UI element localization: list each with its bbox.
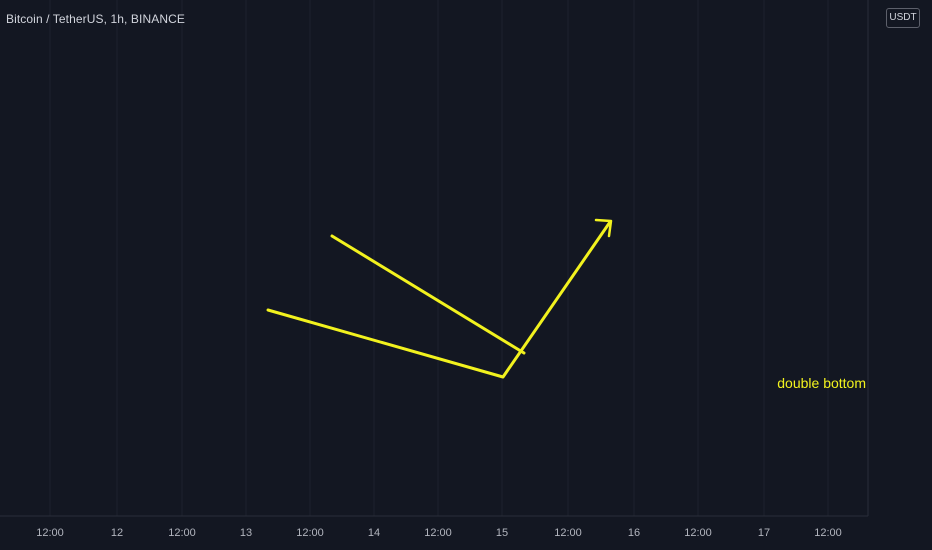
double-bottom-annotation[interactable]: double bottom xyxy=(777,375,866,391)
arrow-head-icon xyxy=(594,218,613,238)
x-tick-label: 12:00 xyxy=(296,527,324,539)
wedge-upper-line[interactable] xyxy=(330,234,526,355)
x-tick-label: 13 xyxy=(240,527,252,539)
wedge-lower-and-arrow-line[interactable] xyxy=(266,220,612,379)
x-tick-label: 12:00 xyxy=(424,527,452,539)
x-tick-label: 15 xyxy=(496,527,508,539)
currency-button[interactable]: USDT xyxy=(886,8,920,28)
symbol-title: Bitcoin / TetherUS, 1h, BINANCE xyxy=(6,12,185,26)
x-tick-label: 12:00 xyxy=(554,527,582,539)
x-tick-label: 17 xyxy=(758,527,770,539)
x-tick-label: 12:00 xyxy=(684,527,712,539)
x-tick-label: 14 xyxy=(368,527,380,539)
x-tick-label: 12:00 xyxy=(36,527,64,539)
x-tick-label: 12:00 xyxy=(814,527,842,539)
x-tick-label: 16 xyxy=(628,527,640,539)
x-tick-label: 12:00 xyxy=(168,527,196,539)
x-tick-label: 12 xyxy=(111,527,123,539)
